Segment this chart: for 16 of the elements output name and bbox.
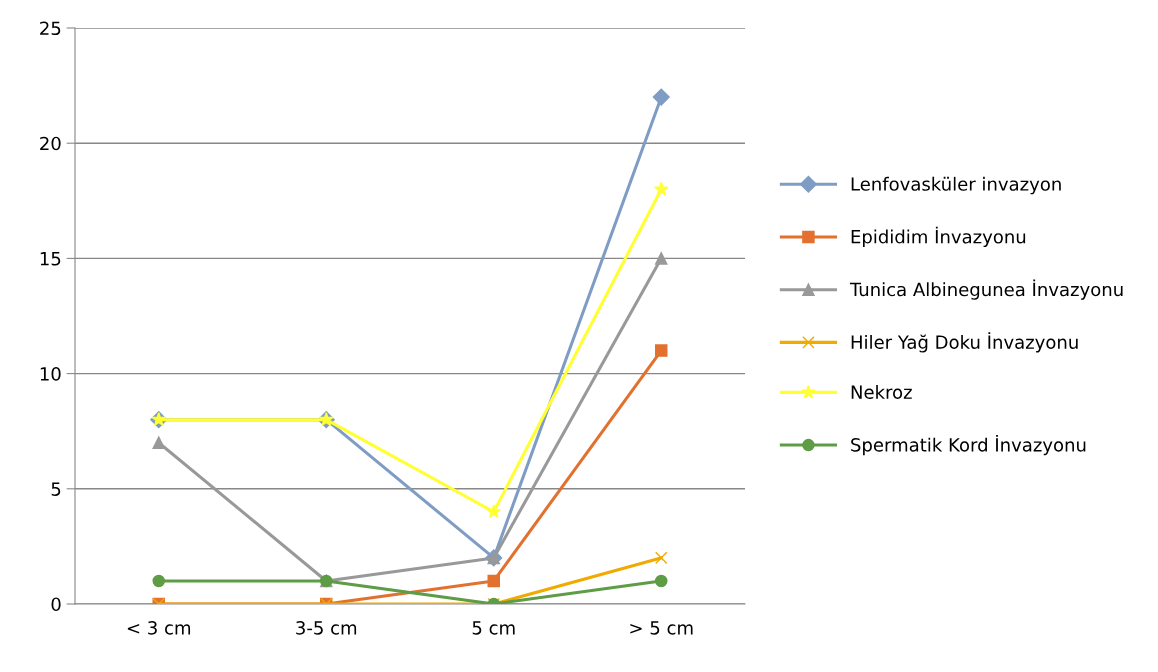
y-tick-label: 20	[40, 136, 61, 151]
x-tick-label: < 3 cm	[127, 620, 191, 635]
legend-label: Tunica Albinegunea İnvazyonu	[849, 279, 1123, 300]
y-tick-label: 15	[40, 252, 61, 266]
legend-label: Hiler Yağ Doku İnvazyonu	[851, 332, 1078, 353]
x-tick-label: 5 cm	[472, 621, 515, 635]
legend-label: Nekroz	[851, 384, 912, 399]
x-tick-label: 3-5 cm	[296, 620, 357, 635]
legend-label: Epididim İnvazyonu	[851, 226, 1026, 248]
y-tick-label: 0	[51, 597, 61, 612]
x-tick-label: > 5 cm	[630, 621, 693, 635]
y-tick-label: 25	[40, 21, 61, 36]
legend-label: Lenfovasküler invazyon	[851, 176, 1061, 195]
legend-label: Spermatik Kord İnvazyonu	[851, 434, 1086, 456]
y-tick-label: 5	[51, 482, 61, 496]
y-tick-label: 10	[40, 367, 61, 381]
